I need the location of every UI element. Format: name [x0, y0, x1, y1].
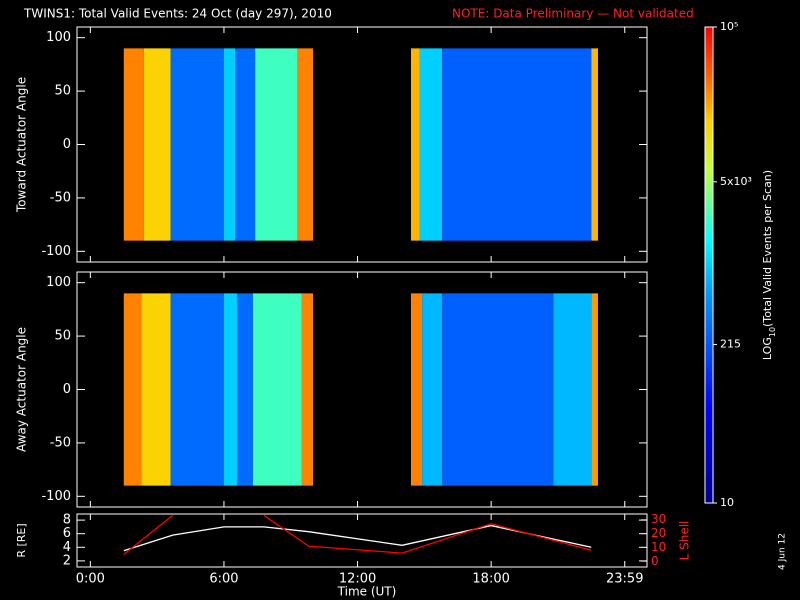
y-tick-label: 8 — [63, 513, 71, 528]
y2-tick-label: 30 — [651, 512, 666, 526]
heat-cell — [301, 293, 314, 486]
heat-cell — [553, 293, 592, 486]
heat-cell — [170, 293, 224, 486]
date-stamp: 4 Jun 12 — [778, 533, 788, 570]
y-tick-label: 2 — [63, 553, 71, 568]
heat-cell — [223, 48, 236, 241]
heat-cell — [297, 48, 314, 241]
heat-cell — [410, 48, 420, 241]
heat-cell — [123, 293, 142, 486]
y2-tick-label: 10 — [651, 540, 666, 554]
y-tick-label: 6 — [63, 526, 71, 541]
colorbar-tick-label: 5x10³ — [720, 175, 752, 188]
x-tick-label: 23:59 — [606, 572, 643, 587]
colorbar-tick-label: 10 — [720, 496, 734, 509]
y-tick-label: 0 — [63, 137, 71, 152]
y-tick-label: 50 — [54, 329, 71, 344]
heat-cell — [442, 48, 592, 241]
heat-cell — [442, 293, 554, 486]
heat-cell — [235, 48, 256, 241]
heat-cell — [591, 48, 599, 241]
y-tick-label: -100 — [41, 244, 71, 259]
heat-cell — [237, 293, 253, 486]
x-tick-label: 0:00 — [76, 572, 105, 587]
heat-cell — [123, 48, 144, 241]
colorbar-label-part: 10 — [768, 327, 777, 337]
x-axis-label: Time (UT) — [337, 585, 397, 599]
y-tick-label: 0 — [63, 382, 71, 397]
y2-tick-label: 20 — [651, 526, 666, 540]
heat-cell — [410, 293, 423, 486]
note: NOTE: Data Preliminary — Not validated — [452, 7, 694, 21]
y-tick-label: 100 — [46, 275, 71, 290]
heat-cell — [143, 48, 171, 241]
heat-cell — [422, 293, 443, 486]
chart-title: TWINS1: Total Valid Events: 24 Oct (day … — [23, 7, 332, 21]
heat-cell — [223, 293, 238, 486]
heat-cell — [591, 293, 599, 486]
heat-cell — [419, 48, 443, 241]
y2-axis-label: L Shell — [678, 521, 692, 561]
heat-cell — [255, 48, 298, 241]
x-tick-label: 18:00 — [472, 572, 509, 587]
colorbar-tick-label: 215 — [720, 337, 741, 350]
y-tick-label: 4 — [63, 540, 71, 555]
colorbar-label-part: LOG — [761, 337, 774, 360]
y-tick-label: -50 — [50, 190, 71, 205]
heat-cell — [141, 293, 171, 486]
plot-frame — [76, 513, 648, 568]
y-tick-label: 50 — [54, 84, 71, 99]
colorbar — [704, 26, 714, 504]
y-axis-label: R [RE] — [15, 523, 28, 557]
colorbar-tick-label: 10⁵ — [720, 20, 738, 33]
y-tick-label: 100 — [46, 30, 71, 45]
y-axis-label: Toward Actuator Angle — [15, 77, 29, 213]
y2-tick-label: 0 — [651, 554, 659, 568]
heat-cell — [252, 293, 302, 486]
colorbar-label-part: (Total Valid Events per Scan) — [761, 170, 774, 327]
y-axis-label: Away Actuator Angle — [15, 327, 29, 452]
y-tick-label: -100 — [41, 489, 71, 504]
x-tick-label: 6:00 — [209, 572, 238, 587]
x-tick-label: 12:00 — [339, 572, 376, 587]
heat-cell — [170, 48, 224, 241]
line — [123, 514, 592, 555]
colorbar-label: LOG10(Total Valid Events per Scan) — [761, 170, 777, 360]
y-tick-label: -50 — [50, 435, 71, 450]
